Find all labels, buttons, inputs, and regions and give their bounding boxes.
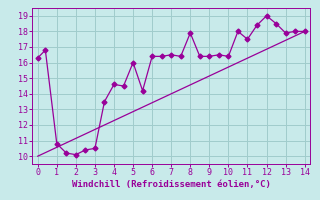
X-axis label: Windchill (Refroidissement éolien,°C): Windchill (Refroidissement éolien,°C) — [72, 180, 271, 189]
